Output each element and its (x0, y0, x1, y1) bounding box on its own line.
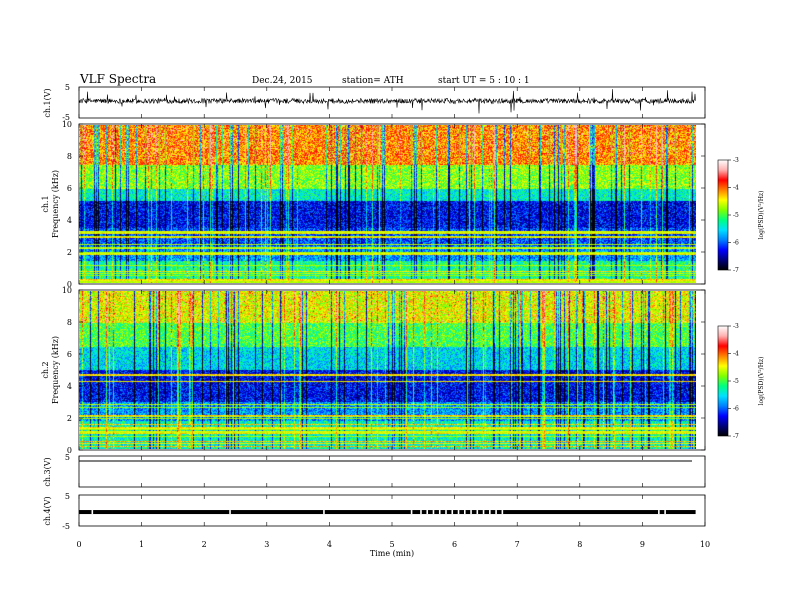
ch1-spectrogram-yticks: 10 8 6 4 2 0 (62, 120, 705, 289)
ytick-label: 10 (62, 120, 72, 129)
colorbar-tick-label: -4 (733, 185, 739, 192)
xtick-label: 7 (515, 540, 520, 549)
ytick-label: 10 (62, 286, 72, 295)
xtick-label: 1 (139, 540, 144, 549)
ch4-trace-gap (470, 510, 472, 515)
colorbar-tick-label: -4 (733, 351, 739, 358)
ch3-ytick-top: 5 (65, 453, 70, 462)
ch1-spectrogram-image (79, 125, 696, 283)
figure-title: VLF Spectra (79, 72, 156, 86)
ch2-colorbar: -3 -4 -5 -6 -7 log(PSD)(V²/Hz) (717, 323, 765, 440)
ch2-spectrogram-ylabel-frequency: Frequency (kHz) (51, 336, 60, 404)
ch1-colorbar-gradient (717, 159, 729, 271)
xtick-label: 2 (202, 540, 207, 549)
ch4-trace-gap (463, 510, 466, 515)
ch4-trace-gap (476, 510, 479, 515)
colorbar-tick-label: -5 (733, 212, 739, 219)
ch1-colorbar-ticks: -3 -4 -5 -6 -7 (728, 157, 739, 274)
xtick-label: 5 (389, 540, 394, 549)
xtick-label: 10 (700, 540, 710, 549)
ch1-spectrogram-ylabel-channel: ch.1 (41, 195, 50, 212)
ch2-spectrogram-ylabel-channel: ch.2 (41, 361, 50, 378)
ch4-trace-gap (438, 510, 441, 515)
ch1-waveform-frame (78, 86, 706, 119)
xtick-label: 3 (264, 540, 269, 549)
ch4-trace-gap (432, 510, 435, 515)
xtick-label: 4 (327, 540, 332, 549)
ytick-label: 2 (67, 414, 72, 423)
ch4-trace-gap (229, 510, 231, 515)
station-label: station= ATH (342, 76, 404, 86)
ch2-spectrogram-image (79, 291, 696, 449)
ytick-label: 6 (67, 350, 72, 359)
colorbar-tick-label: -3 (733, 323, 739, 330)
ch4-trace-gap (420, 510, 422, 515)
ch2-colorbar-label: log(PSD)(V²/Hz) (758, 357, 765, 406)
ch1-spectrogram-panel: 10 8 6 4 2 0 ch.1 Frequency (kHz) (41, 120, 706, 289)
date-label: Dec.24, 2015 (252, 76, 313, 86)
ch3-waveform-panel: 5 ch.3(V) (43, 453, 706, 488)
ch1-ytick-bottom: -5 (62, 113, 70, 122)
ch4-trace-gap (658, 510, 660, 515)
colorbar-tick-label: -6 (733, 240, 739, 247)
ch4-trace-gap (91, 510, 94, 515)
colorbar-tick-label: -3 (733, 157, 739, 164)
xtick-label: 8 (577, 540, 582, 549)
ch4-trace-gap (426, 510, 429, 515)
xtick-label: 9 (640, 540, 645, 549)
ch4-waveform-ylabel: ch.4(V) (43, 496, 52, 525)
ch4-ytick-bottom: -5 (62, 522, 70, 531)
ch4-trace-band (79, 510, 696, 515)
x-axis-label: Time (min) (370, 549, 414, 558)
colorbar-tick-label: -5 (733, 378, 739, 385)
ytick-label: 6 (67, 184, 72, 193)
colorbar-tick-label: -6 (733, 406, 739, 413)
xtick-label: 6 (452, 540, 457, 549)
ch4-trace-gap (451, 510, 454, 515)
ch4-trace-gap (501, 510, 504, 515)
ytick-label: 8 (67, 318, 72, 327)
x-axis-ticks: 0 1 2 3 4 5 6 7 8 9 10 (76, 87, 710, 549)
ytick-label: 2 (67, 248, 72, 257)
ch4-trace-gap (664, 510, 666, 515)
ch4-waveform-panel: 5 -5 ch.4(V) (43, 492, 706, 531)
ytick-label: 0 (67, 280, 72, 289)
ch4-ytick-top: 5 (65, 492, 70, 501)
ch1-waveform-panel: 5 -5 ch.1(V) (43, 83, 706, 122)
ytick-label: 8 (67, 152, 72, 161)
ch1-colorbar-label: log(PSD)(V²/Hz) (758, 191, 765, 240)
ch1-waveform-trace (78, 89, 696, 114)
colorbar-tick-label: -7 (733, 433, 739, 440)
ytick-label: 0 (67, 446, 72, 455)
ch1-colorbar: -3 -4 -5 -6 -7 log(PSD)(V²/Hz) (717, 157, 765, 274)
ch4-trace-gap (410, 510, 413, 515)
ch4-trace-gap (495, 510, 497, 515)
xtick-label: 0 (76, 540, 81, 549)
colorbar-tick-label: -7 (733, 267, 739, 274)
ch4-trace-gap (445, 510, 447, 515)
ch4-waveform-trace (79, 510, 696, 515)
ch4-trace-gap (323, 510, 325, 515)
ch2-spectrogram-panel: 10 8 6 4 2 0 ch.2 Frequency (kHz) (41, 286, 706, 455)
ch2-colorbar-ticks: -3 -4 -5 -6 -7 (728, 323, 739, 440)
ch4-trace-gap (457, 510, 460, 515)
spectrogram-raster (79, 125, 696, 283)
ch4-trace-gap (489, 510, 491, 515)
ytick-label: 4 (67, 382, 72, 391)
ch1-ytick-top: 5 (65, 83, 70, 92)
ch3-waveform-ylabel: ch.3(V) (43, 457, 52, 486)
ch1-spectrogram-ylabel-frequency: Frequency (kHz) (51, 170, 60, 238)
ch1-waveform-ylabel: ch.1(V) (43, 88, 52, 117)
ch4-trace-gap (482, 510, 485, 515)
start-time-label: start UT = 5 : 10 : 1 (438, 76, 530, 86)
spectrogram-raster (79, 291, 696, 449)
ch2-spectrogram-yticks: 10 8 6 4 2 0 (62, 286, 705, 455)
ytick-label: 4 (67, 216, 72, 225)
ch2-colorbar-gradient (717, 325, 729, 437)
